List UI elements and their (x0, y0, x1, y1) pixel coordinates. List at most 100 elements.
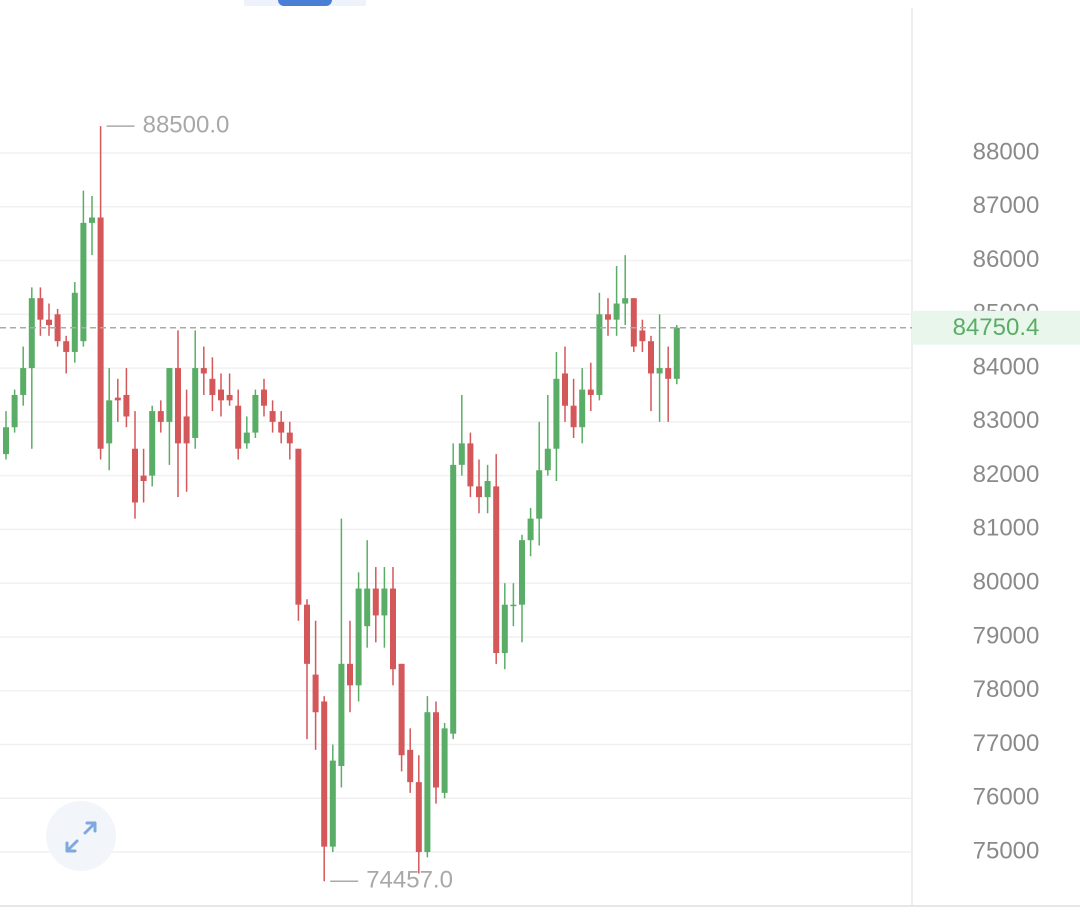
candle-body (570, 405, 577, 428)
y-tick-label: 81000 (973, 515, 1040, 542)
candle-body (11, 394, 18, 428)
candle-body (510, 604, 517, 607)
candle-body (372, 588, 379, 616)
y-tick-label: 87000 (973, 192, 1040, 219)
candle-body (544, 448, 551, 471)
candle-body (673, 327, 680, 379)
candle-body (415, 782, 422, 853)
candle-body (484, 480, 491, 498)
candle-body (269, 411, 276, 422)
candle-body (304, 604, 310, 664)
candle-body (252, 394, 259, 433)
candle-body (476, 486, 482, 498)
candle-body (37, 298, 44, 320)
candle-body (97, 217, 104, 449)
price-label-bg (912, 310, 1080, 345)
y-tick-label: 86000 (973, 246, 1040, 273)
y-tick-label: 77000 (973, 730, 1040, 757)
candle-body (166, 368, 173, 422)
candle-body (364, 588, 371, 627)
candle-body (54, 314, 61, 342)
tab-indicator[interactable] (278, 0, 332, 6)
candle-body (347, 663, 353, 686)
candle-body (587, 389, 594, 395)
candle-body (80, 222, 87, 342)
candle-body (209, 378, 216, 395)
candle-body (200, 368, 207, 374)
candle-body (243, 432, 250, 444)
candle-body (519, 540, 525, 605)
candle-body (261, 389, 267, 406)
candle-body (639, 330, 646, 342)
y-tick-label: 78000 (973, 676, 1040, 703)
candle-body (28, 298, 35, 369)
candle-body (536, 470, 543, 519)
candle-body (458, 443, 465, 465)
candle-body (63, 341, 70, 352)
candle-body (622, 298, 629, 304)
candle-body (656, 368, 663, 374)
candle-body (501, 604, 508, 654)
candle-body (123, 394, 130, 417)
candle-body (648, 341, 654, 374)
candle-body (329, 760, 336, 847)
y-tick-label: 79000 (973, 622, 1040, 649)
candle-body (450, 464, 457, 734)
y-tick-label: 83000 (973, 407, 1040, 434)
candle-body (424, 712, 431, 853)
candle-body (407, 749, 414, 783)
candle-body (613, 303, 620, 320)
candle-body (441, 728, 448, 793)
candle-body (149, 411, 156, 476)
y-tick-label: 76000 (973, 784, 1040, 811)
candle-body (355, 588, 362, 686)
candle-body (3, 427, 9, 455)
candle-body (338, 663, 345, 766)
candle-body (140, 475, 147, 481)
candle-body (596, 314, 603, 395)
y-tick-label: 84000 (973, 353, 1040, 380)
candle-body (89, 217, 95, 223)
candle-body (630, 298, 637, 347)
candle-body (278, 421, 285, 433)
candle-body (132, 448, 138, 503)
expand-bg[interactable] (46, 801, 116, 871)
candle-body (71, 292, 78, 352)
candle-body (553, 378, 560, 449)
y-tick-label: 75000 (973, 837, 1040, 864)
expand-button[interactable] (46, 801, 116, 871)
candle-body (579, 389, 586, 428)
candle-body (467, 443, 474, 487)
candle-body (286, 432, 293, 444)
candle-body (321, 701, 328, 847)
y-tick-label: 82000 (973, 461, 1040, 488)
candle-body (665, 368, 672, 379)
candle-body (183, 416, 190, 444)
price-label: 84750.4 (953, 314, 1040, 341)
y-tick-label: 80000 (973, 569, 1040, 596)
candle-body (527, 518, 534, 541)
candle-body (175, 368, 181, 444)
candle-body (20, 368, 27, 395)
candle-body (157, 411, 164, 422)
expand-icon[interactable] (65, 821, 97, 853)
y-tick-label: 88000 (973, 138, 1040, 165)
candle-body (106, 400, 113, 444)
candle-body (605, 314, 611, 320)
candle-body (192, 368, 199, 438)
candle-body (295, 448, 302, 605)
candle-body (235, 405, 242, 449)
candle-body (493, 486, 500, 654)
candle-body (433, 712, 439, 788)
candle-body (226, 394, 233, 401)
candle-body (390, 588, 396, 670)
max-label: 88500.0 (143, 111, 230, 138)
candle-body (381, 588, 388, 616)
candle-body (562, 373, 568, 406)
candle-body (312, 674, 319, 713)
candle-body (398, 663, 405, 756)
min-label: 74457.0 (366, 867, 453, 894)
candle-body (46, 319, 52, 326)
candle-body (218, 389, 224, 401)
